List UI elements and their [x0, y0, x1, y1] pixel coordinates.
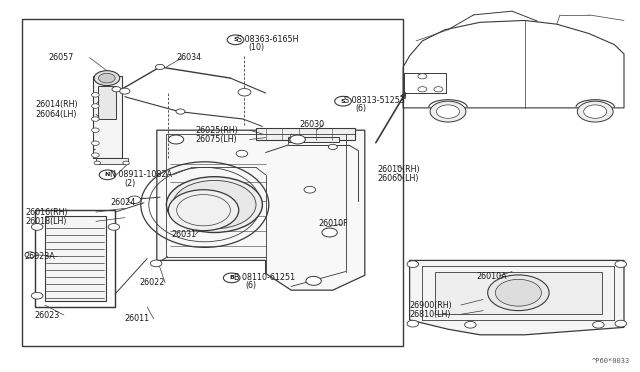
Text: B 08110-61251: B 08110-61251	[234, 273, 295, 282]
Text: N: N	[105, 172, 110, 177]
Circle shape	[430, 101, 466, 122]
Circle shape	[495, 279, 541, 306]
Circle shape	[465, 321, 476, 328]
Circle shape	[31, 224, 43, 230]
Circle shape	[328, 144, 337, 150]
Text: 26075(LH): 26075(LH)	[195, 135, 237, 144]
Circle shape	[227, 35, 244, 45]
Bar	[256, 128, 355, 140]
Text: N 08911-1082A: N 08911-1082A	[110, 170, 172, 179]
Circle shape	[418, 74, 427, 79]
Text: S 08363-6165H: S 08363-6165H	[237, 35, 298, 44]
Bar	[404, 73, 446, 93]
Bar	[22, 19, 403, 346]
Bar	[45, 216, 106, 301]
Circle shape	[92, 128, 99, 132]
Circle shape	[94, 161, 100, 165]
Circle shape	[223, 273, 240, 283]
Circle shape	[584, 105, 607, 118]
Bar	[93, 76, 122, 158]
Text: 26018(LH): 26018(LH)	[26, 217, 67, 226]
Circle shape	[322, 228, 337, 237]
Circle shape	[25, 252, 35, 258]
Circle shape	[488, 275, 549, 311]
Circle shape	[615, 320, 627, 327]
Text: 26034: 26034	[176, 53, 201, 62]
Text: 26025(RH): 26025(RH)	[195, 126, 238, 135]
Circle shape	[150, 260, 162, 267]
Circle shape	[92, 153, 99, 157]
Text: S: S	[340, 99, 346, 104]
Bar	[98, 86, 116, 119]
Circle shape	[94, 71, 120, 86]
Circle shape	[335, 96, 351, 106]
Circle shape	[123, 161, 129, 165]
Text: 26010F: 26010F	[318, 219, 348, 228]
Circle shape	[168, 135, 184, 144]
Circle shape	[99, 170, 116, 180]
Circle shape	[593, 321, 604, 328]
Text: S: S	[233, 37, 238, 42]
Text: (6): (6)	[356, 105, 367, 113]
Circle shape	[173, 180, 256, 229]
Circle shape	[99, 73, 115, 83]
Circle shape	[236, 150, 248, 157]
Bar	[96, 158, 128, 164]
Text: 26057: 26057	[48, 53, 74, 62]
Circle shape	[92, 93, 99, 97]
Polygon shape	[403, 20, 624, 108]
Text: 26810(LH): 26810(LH)	[410, 310, 451, 319]
Circle shape	[436, 105, 460, 118]
Circle shape	[615, 261, 627, 267]
Circle shape	[128, 196, 141, 203]
Text: 26010(RH): 26010(RH)	[378, 165, 420, 174]
Circle shape	[434, 87, 443, 92]
Circle shape	[238, 89, 251, 96]
Text: 26023A: 26023A	[24, 252, 55, 261]
Circle shape	[407, 320, 419, 327]
Text: (10): (10)	[248, 43, 264, 52]
Circle shape	[108, 224, 120, 230]
Circle shape	[120, 88, 130, 94]
Circle shape	[166, 177, 262, 232]
Circle shape	[418, 87, 427, 92]
Circle shape	[176, 109, 185, 114]
Text: (6): (6)	[245, 281, 256, 290]
Text: 26024: 26024	[110, 198, 135, 207]
Text: ^P60*0033: ^P60*0033	[592, 358, 630, 364]
Text: 26031: 26031	[172, 230, 196, 239]
Circle shape	[92, 141, 99, 145]
Circle shape	[112, 87, 121, 92]
Polygon shape	[410, 260, 624, 335]
Bar	[435, 272, 602, 314]
Bar	[288, 137, 339, 142]
Circle shape	[407, 261, 419, 267]
Text: 26030: 26030	[300, 120, 324, 129]
Text: (2): (2)	[125, 179, 136, 187]
Text: 26023: 26023	[34, 311, 59, 320]
Text: 26011: 26011	[125, 314, 150, 323]
Text: 26900(RH): 26900(RH)	[410, 301, 452, 310]
Circle shape	[290, 135, 305, 144]
Text: 26064(LH): 26064(LH)	[35, 110, 77, 119]
Circle shape	[92, 117, 99, 121]
Polygon shape	[157, 130, 365, 290]
Bar	[35, 210, 115, 307]
Text: 26014(RH): 26014(RH)	[35, 100, 78, 109]
Circle shape	[306, 276, 321, 285]
Text: 26010A: 26010A	[477, 272, 508, 280]
Circle shape	[304, 186, 316, 193]
Text: B: B	[229, 275, 234, 280]
Circle shape	[31, 292, 43, 299]
Circle shape	[92, 104, 99, 108]
Text: S 08313-51253: S 08313-51253	[344, 96, 405, 105]
Text: 26060(LH): 26060(LH)	[378, 174, 419, 183]
Text: 26016(RH): 26016(RH)	[26, 208, 68, 217]
Circle shape	[577, 101, 613, 122]
Circle shape	[168, 190, 239, 231]
Text: 26022: 26022	[140, 278, 165, 287]
Circle shape	[156, 64, 164, 70]
